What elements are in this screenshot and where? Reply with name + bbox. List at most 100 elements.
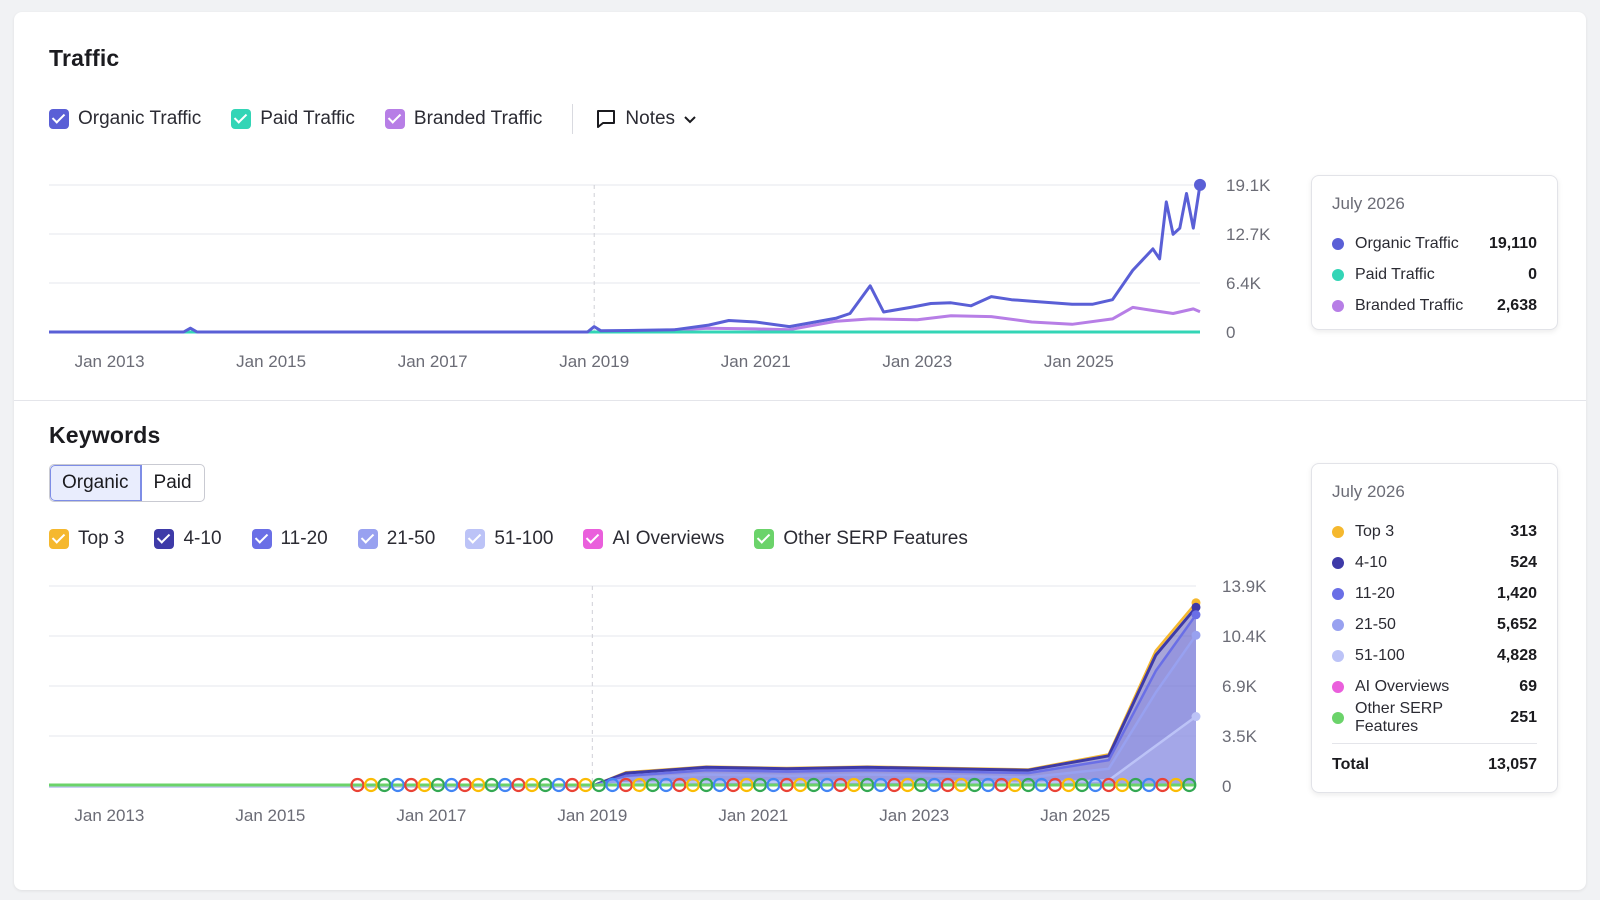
- y-tick-label: 19.1K: [1226, 176, 1271, 195]
- legend-organic-traffic[interactable]: Organic Traffic: [49, 108, 201, 130]
- legend-label: Organic Traffic: [78, 108, 202, 129]
- legend-51-100[interactable]: 51-100: [465, 528, 553, 550]
- panel-row-value: 0: [1528, 265, 1537, 283]
- series-dot-icon: [1332, 649, 1344, 662]
- current-point-marker: [1194, 178, 1206, 191]
- y-tick-label: 12.7K: [1226, 225, 1271, 244]
- legend-11-20[interactable]: 11-20: [251, 528, 328, 550]
- panel-row: 21-50 5,652: [1332, 609, 1537, 640]
- legend-other-serp-features[interactable]: Other SERP Features: [754, 528, 968, 550]
- series-dot-icon: [1332, 618, 1344, 631]
- series-line-organic-traffic: [49, 184, 1202, 334]
- checkbox-icon[interactable]: [49, 529, 69, 549]
- panel-row-value: 69: [1519, 677, 1537, 695]
- series-dot-icon: [1332, 525, 1344, 538]
- legend-label: Other SERP Features: [783, 528, 968, 549]
- notes-dropdown[interactable]: Notes: [595, 108, 707, 130]
- panel-row: 4-10 524: [1332, 547, 1537, 578]
- legend-4-10[interactable]: 4-10: [154, 528, 222, 550]
- panel-row-label: AI Overviews: [1355, 677, 1450, 695]
- panel-row-label: 11-20: [1355, 584, 1395, 602]
- series-line-branded-traffic: [49, 305, 1201, 334]
- checkbox-icon[interactable]: [384, 109, 405, 129]
- checkbox-icon[interactable]: [357, 529, 378, 549]
- panel-row-value: 2,638: [1496, 296, 1537, 314]
- x-tick-label: Jan 2025: [1044, 352, 1114, 371]
- tab-paid[interactable]: Paid: [153, 472, 192, 493]
- panel-row: Top 3 313: [1332, 516, 1537, 547]
- series-dot-icon: [1332, 680, 1344, 693]
- checkbox-icon[interactable]: [231, 109, 252, 129]
- panel-row-label: 51-100: [1355, 646, 1405, 664]
- panel-row-label: Organic Traffic: [1355, 234, 1459, 252]
- series-dot-icon: [1332, 711, 1344, 724]
- total-label: Total: [1332, 756, 1370, 773]
- panel-row: Other SERP Features 251: [1332, 699, 1537, 735]
- traffic-chart: 0 6.4K 12.7K 19.1K Jan 2013 Jan 2015 Jan 2017 J…: [49, 176, 1271, 371]
- legend-label: 4-10: [183, 528, 222, 549]
- panel-row-label: Branded Traffic: [1355, 296, 1464, 314]
- legend-ai-overviews[interactable]: AI Overviews: [583, 528, 724, 550]
- keywords-title: Keywords: [49, 422, 161, 448]
- x-tick-label: Jan 2023: [882, 352, 952, 371]
- x-tick-label: Jan 2021: [721, 352, 791, 371]
- x-tick-label: Jan 2015: [236, 352, 306, 371]
- legend-label: AI Overviews: [612, 528, 725, 549]
- legend-label: Paid Traffic: [260, 108, 355, 129]
- panel-row-label: 21-50: [1355, 615, 1396, 633]
- legend-separator: [572, 104, 574, 134]
- series-dot-icon: [1332, 587, 1344, 600]
- panel-row-value: 313: [1510, 522, 1537, 540]
- legend-label: Top 3: [78, 528, 125, 549]
- x-tick-label: Jan 2013: [75, 352, 145, 371]
- series-dot-icon: [1332, 237, 1344, 250]
- panel-date: July 2026: [1332, 194, 1405, 213]
- panel-row: Paid Traffic 0: [1332, 259, 1537, 290]
- keywords-legend: Top 3 4-10 11-20 21-50 51-100 AI Overviews Oth…: [49, 528, 998, 550]
- legend-paid-traffic[interactable]: Paid Traffic: [231, 108, 355, 130]
- panel-row: AI Overviews 69: [1332, 671, 1537, 702]
- panel-date: July 2026: [1332, 482, 1405, 501]
- checkbox-icon[interactable]: [251, 529, 272, 549]
- x-tick-label: Jan 2017: [398, 352, 468, 371]
- traffic-tooltip-panel: July 2026 Organic Traffic 19,110 Paid Traf…: [1311, 175, 1558, 330]
- comment-icon: [597, 110, 616, 128]
- y-tick-label: 0: [1226, 323, 1235, 342]
- panel-row-label: Paid Traffic: [1355, 265, 1435, 283]
- legend-label: 11-20: [280, 528, 328, 549]
- legend-branded-traffic[interactable]: Branded Traffic: [384, 108, 543, 130]
- traffic-legend: Organic Traffic Paid Traffic Branded Tra…: [49, 104, 707, 134]
- checkbox-icon[interactable]: [465, 529, 486, 549]
- panel-row-label: Other SERP Features: [1355, 699, 1443, 735]
- panel-row-label: 4-10: [1355, 553, 1388, 571]
- panel-row-value: 5,652: [1496, 615, 1537, 633]
- chevron-down-icon: [684, 116, 696, 124]
- panel-row-value: 524: [1510, 553, 1537, 571]
- keywords-tab-group: Organic Paid: [49, 464, 205, 502]
- checkbox-icon[interactable]: [583, 529, 604, 549]
- panel-row: Organic Traffic 19,110: [1332, 228, 1537, 259]
- total-value: 13,057: [1488, 756, 1537, 773]
- series-dot-icon: [1332, 268, 1344, 281]
- legend-label: Branded Traffic: [413, 108, 543, 129]
- y-tick-label: 6.4K: [1226, 274, 1262, 293]
- keywords-tooltip-panel: July 2026 Top 3 313 4-10 524 11-20 1,420 21-50…: [1311, 463, 1558, 793]
- panel-row-value: 19,110: [1488, 234, 1537, 252]
- tab-organic[interactable]: Organic: [50, 465, 142, 501]
- notes-label: Notes: [625, 108, 676, 129]
- legend-21-50[interactable]: 21-50: [357, 528, 436, 550]
- panel-row: Branded Traffic 2,638: [1332, 290, 1537, 321]
- legend-label: 21-50: [386, 528, 436, 549]
- checkbox-icon[interactable]: [49, 109, 69, 129]
- panel-row-label: Top 3: [1355, 522, 1395, 540]
- legend-top-3[interactable]: Top 3: [49, 528, 124, 550]
- panel-row-value: 1,420: [1496, 584, 1537, 602]
- panel-row-value: 4,828: [1496, 646, 1537, 664]
- series-dot-icon: [1332, 556, 1344, 569]
- checkbox-icon[interactable]: [754, 529, 775, 549]
- panel-row-value: 251: [1510, 708, 1537, 726]
- series-dot-icon: [1332, 299, 1344, 312]
- legend-label: 51-100: [494, 528, 554, 549]
- x-tick-label: Jan 2019: [559, 352, 629, 371]
- checkbox-icon[interactable]: [154, 529, 175, 549]
